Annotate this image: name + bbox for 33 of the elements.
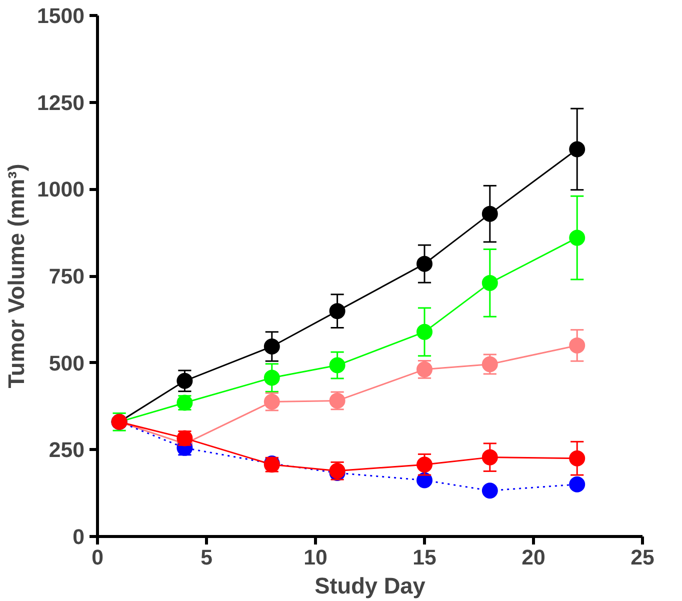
point: [329, 303, 346, 320]
point: [264, 394, 280, 410]
y-tick-label: 0: [72, 525, 85, 549]
point: [569, 141, 586, 158]
point: [264, 338, 280, 354]
point: [482, 482, 498, 499]
y-tick-label: 750: [48, 264, 85, 288]
point: [176, 372, 193, 389]
point: [482, 206, 498, 222]
y-tick-label: 250: [48, 438, 85, 462]
x-tick-label: 20: [522, 546, 546, 570]
point: [329, 357, 346, 374]
point: [482, 449, 498, 466]
y-tick-label: 1500: [37, 4, 85, 28]
point: [569, 476, 586, 492]
y-tick-label: 1000: [37, 178, 85, 202]
point: [569, 337, 586, 354]
point: [264, 370, 280, 386]
x-tick-label: 15: [412, 546, 436, 570]
x-axis-title: Study Day: [314, 572, 426, 598]
point: [569, 450, 586, 466]
point: [482, 274, 498, 291]
y-tick-label: 1250: [37, 90, 85, 115]
x-tick-label: 25: [630, 546, 654, 570]
point: [416, 456, 432, 473]
point: [416, 256, 432, 272]
point: [416, 324, 432, 340]
point: [569, 230, 586, 246]
x-tick-label: 0: [92, 546, 104, 570]
y-axis-title: Tumor Volume (mm³): [3, 164, 30, 388]
x-tick-label: 5: [200, 546, 213, 570]
y-tick-label: 500: [48, 351, 85, 376]
x-tick-label: 10: [304, 546, 328, 570]
